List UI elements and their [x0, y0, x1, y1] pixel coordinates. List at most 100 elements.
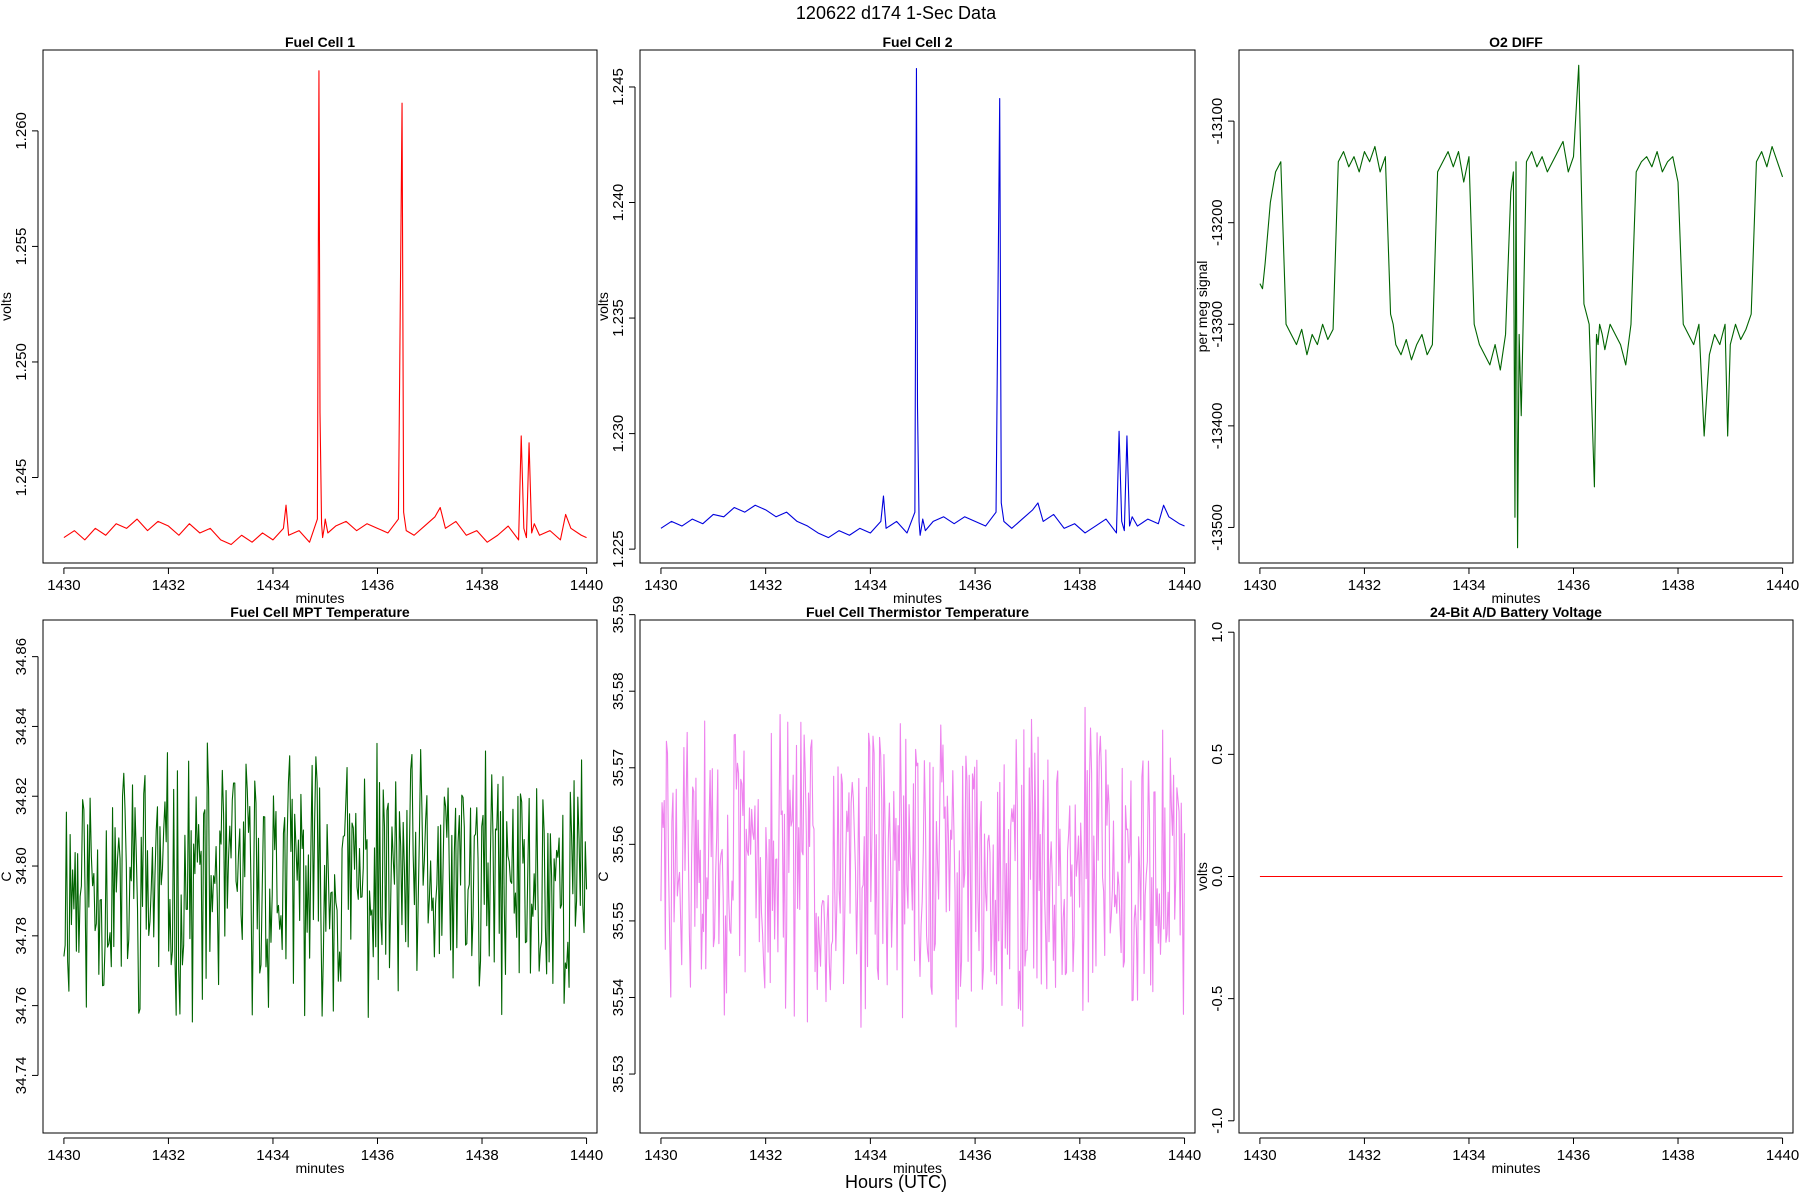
chart2-frame: [639, 49, 1196, 564]
chart1-x-tick-label-1: 1432: [152, 577, 185, 594]
chart2-x-tick-label-0: 1430: [644, 577, 677, 594]
chart6-y-tick-label-4: 1.0: [1209, 622, 1226, 643]
chart5-x-tick-label-5: 1440: [1168, 1147, 1201, 1164]
chart6: 24-Bit A/D Battery Voltage 1430 1432 1434 14…: [1194, 604, 1799, 1176]
chart4-x-tick-label-5: 1440: [570, 1147, 603, 1164]
chart1-x-tick-label-2: 1434: [256, 577, 289, 594]
chart4-title: Fuel Cell MPT Temperature: [230, 604, 410, 620]
chart4-x-tick-label-2: 1434: [256, 1147, 289, 1164]
chart5-y-tick-label-6: 35.59: [610, 596, 627, 634]
chart2-x-tick-label-4: 1438: [1063, 577, 1096, 594]
chart4-y-tick-label-6: 34.86: [13, 638, 30, 676]
chart5-y-tick-label-0: 35.53: [610, 1055, 627, 1093]
chart5-y-tick-label-5: 35.58: [610, 672, 627, 710]
chart4-y-tick-label-4: 34.82: [13, 777, 30, 815]
chart4-x-tick-label-0: 1430: [47, 1147, 80, 1164]
chart3-y-tick-label-3: -13200: [1209, 199, 1226, 246]
chart1-ylabel: volts: [0, 292, 14, 321]
chart1-y-tick-label-2: 1.255: [13, 228, 30, 266]
chart4-y-tick-label-5: 34.84: [13, 708, 30, 746]
chart1-x-tick-label-0: 1430: [47, 577, 80, 594]
chart5: Fuel Cell Thermistor Temperature 1430 1432…: [595, 596, 1201, 1176]
chart3-y-tick-label-1: -13400: [1209, 403, 1226, 450]
chart2-xlabel: minutes: [893, 590, 942, 606]
chart4-ylabel: C: [0, 871, 14, 881]
chart1-series-line-0: [63, 70, 587, 546]
chart4-y-tick-label-0: 34.74: [13, 1057, 30, 1095]
chart4-y-tick-label-3: 34.80: [13, 847, 30, 885]
chart2-x-tick-label-2: 1434: [854, 577, 887, 594]
chart3-x-tick-label-3: 1436: [1557, 577, 1590, 594]
chart1-frame: [42, 49, 598, 564]
chart1-x-tick-label-5: 1440: [570, 577, 603, 594]
chart3-xlabel: minutes: [1491, 590, 1540, 606]
chart5-y-tick-label-1: 35.54: [610, 979, 627, 1017]
chart3-y-tick-label-0: -13500: [1209, 504, 1226, 551]
chart1-y-tick-label-3: 1.260: [13, 112, 30, 150]
chart3-x-tick-label-4: 1438: [1661, 577, 1694, 594]
chart5-xlabel: minutes: [893, 1160, 942, 1176]
chart6-y-tick-label-3: 0.5: [1209, 744, 1226, 765]
chart1-title: Fuel Cell 1: [285, 34, 355, 50]
chart1-xlabel: minutes: [295, 590, 344, 606]
chart6-x-tick-label-0: 1430: [1243, 1147, 1276, 1164]
chart6-y-tick-label-0: -1.0: [1209, 1108, 1226, 1134]
chart2-y-tick-label-1: 1.230: [610, 415, 627, 453]
chart3-x-tick-label-0: 1430: [1243, 577, 1276, 594]
chart5-x-tick-label-2: 1434: [854, 1147, 887, 1164]
chart1-x-tick-label-3: 1436: [361, 577, 394, 594]
chart6-title: 24-Bit A/D Battery Voltage: [1430, 604, 1602, 620]
chart6-x-tick-label-5: 1440: [1766, 1147, 1799, 1164]
chart3: O2 DIFF 1430 1432 1434 1436 1438 1440 minutes -1…: [1194, 34, 1799, 606]
chart3-ylabel: per meg signal: [1194, 261, 1210, 353]
chart4-x-tick-label-1: 1432: [152, 1147, 185, 1164]
chart1-y-tick-label-0: 1.245: [13, 459, 30, 497]
chart2-y-tick-label-4: 1.245: [610, 68, 627, 106]
chart4: Fuel Cell MPT Temperature 1430 1432 1434 143…: [0, 604, 603, 1176]
chart5-frame: [639, 619, 1196, 1134]
chart4-xlabel: minutes: [295, 1160, 344, 1176]
chart3-title: O2 DIFF: [1489, 34, 1543, 50]
chart2: Fuel Cell 2 1430 1432 1434 1436 1438 1440 minut…: [595, 34, 1201, 606]
chart2-y-tick-label-3: 1.240: [610, 184, 627, 222]
chart5-x-tick-label-4: 1438: [1063, 1147, 1096, 1164]
chart5-y-tick-label-2: 35.55: [610, 902, 627, 940]
chart5-x-tick-label-1: 1432: [749, 1147, 782, 1164]
chart2-y-tick-label-0: 1.225: [610, 530, 627, 568]
chart2-y-tick-label-2: 1.235: [610, 299, 627, 337]
chart5-y-tick-label-4: 35.57: [610, 749, 627, 787]
chart3-x-tick-label-1: 1432: [1348, 577, 1381, 594]
chart3-y-tick-label-4: -13100: [1209, 98, 1226, 145]
chart6-y-tick-label-2: 0.0: [1209, 866, 1226, 887]
chart3-series-line-0: [1259, 64, 1784, 549]
chart6-x-tick-label-1: 1432: [1348, 1147, 1381, 1164]
chart4-frame: [42, 619, 598, 1134]
chart4-x-tick-label-4: 1438: [465, 1147, 498, 1164]
chart4-y-tick-label-2: 34.78: [13, 917, 30, 955]
chart1: Fuel Cell 1 1430 1432 1434 1436 1438 1440 minut…: [0, 34, 603, 606]
figure-xlabel: Hours (UTC): [845, 1172, 947, 1192]
chart6-x-tick-label-4: 1438: [1661, 1147, 1694, 1164]
chart2-title: Fuel Cell 2: [882, 34, 952, 50]
chart3-x-tick-label-5: 1440: [1766, 577, 1799, 594]
chart2-x-tick-label-5: 1440: [1168, 577, 1201, 594]
chart4-x-tick-label-3: 1436: [361, 1147, 394, 1164]
chart1-y-tick-label-1: 1.250: [13, 343, 30, 381]
chart5-y-tick-label-3: 35.56: [610, 826, 627, 864]
chart5-x-tick-label-0: 1430: [644, 1147, 677, 1164]
chart6-frame: [1238, 619, 1794, 1134]
chart6-x-tick-label-2: 1434: [1452, 1147, 1485, 1164]
chart4-series-line-0: [63, 742, 588, 1023]
chart5-ylabel: C: [595, 871, 611, 881]
chart5-title: Fuel Cell Thermistor Temperature: [806, 604, 1029, 620]
chart3-x-tick-label-2: 1434: [1452, 577, 1485, 594]
chart6-xlabel: minutes: [1491, 1160, 1540, 1176]
chart2-x-tick-label-1: 1432: [749, 577, 782, 594]
chart3-y-tick-label-2: -13300: [1209, 301, 1226, 348]
chart6-ylabel: volts: [1194, 862, 1210, 891]
chart1-x-tick-label-4: 1438: [465, 577, 498, 594]
chart6-y-tick-label-1: -0.5: [1209, 986, 1226, 1012]
chart2-ylabel: volts: [595, 292, 611, 321]
figure-title: 120622 d174 1-Sec Data: [796, 3, 997, 23]
chart5-series-line-0: [660, 706, 1186, 1028]
